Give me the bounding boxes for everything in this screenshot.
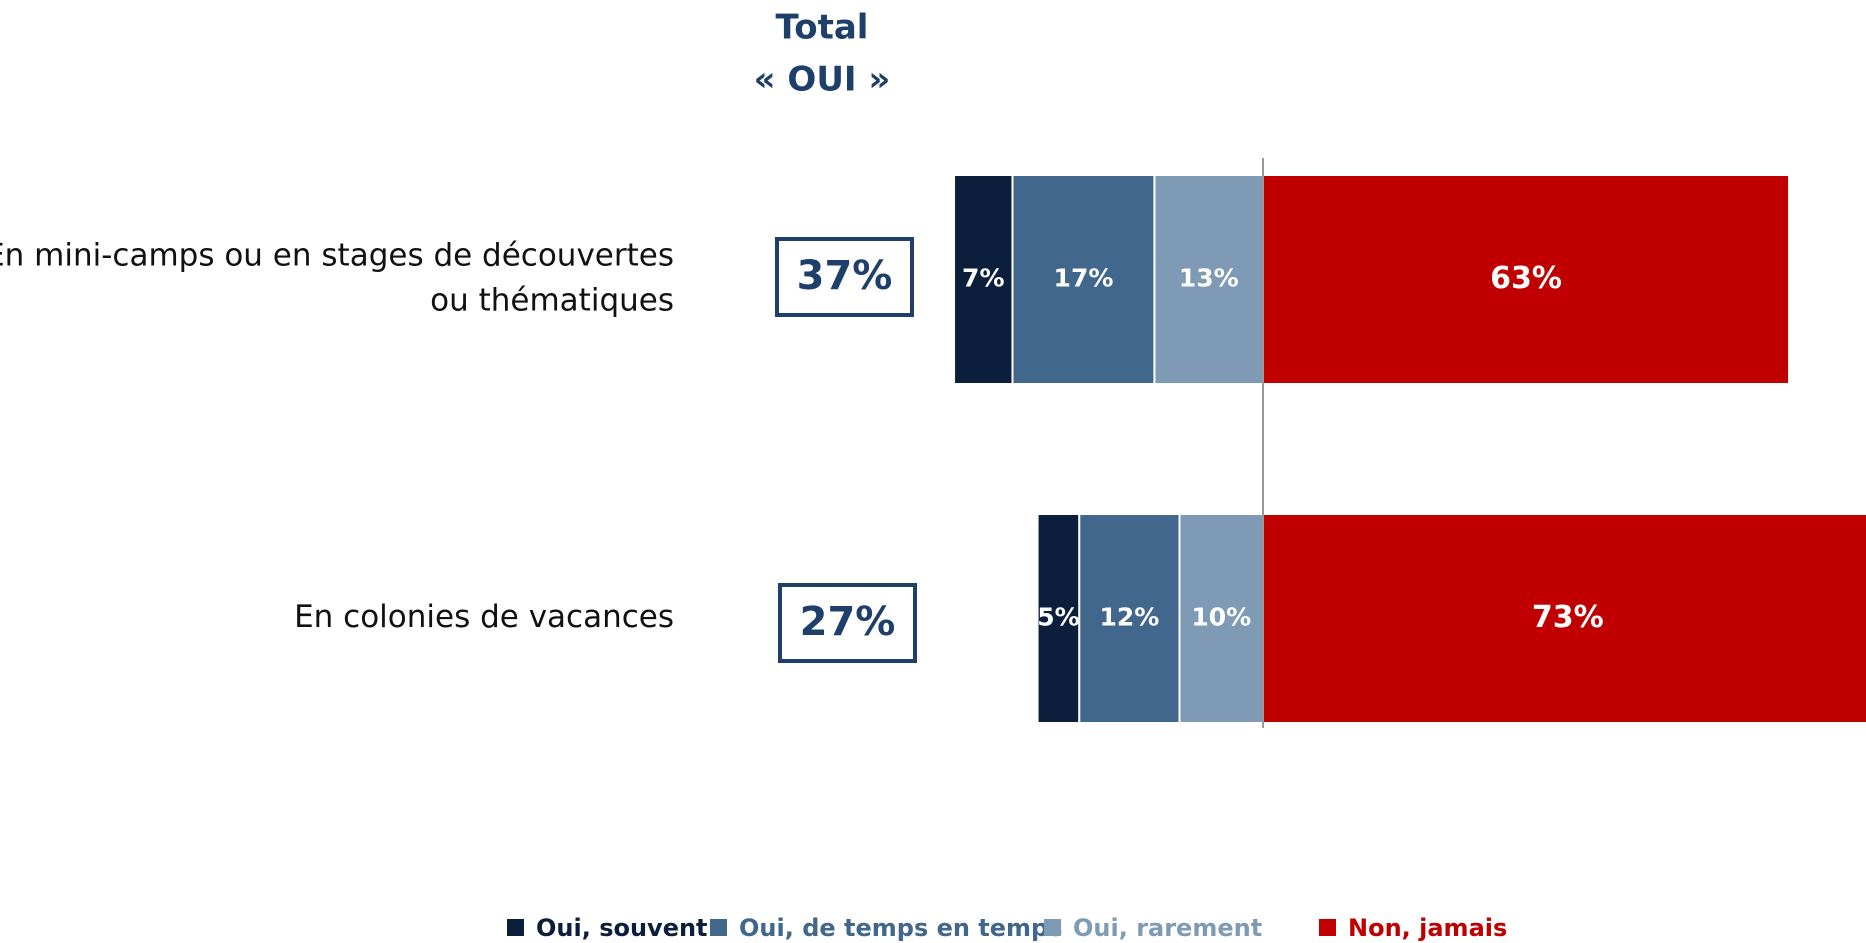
legend-swatch xyxy=(710,919,727,936)
value-label: 5% xyxy=(1037,603,1079,632)
category-label: En colonies de vacances xyxy=(294,599,674,635)
header-line: Total xyxy=(776,8,869,48)
value-label: 73% xyxy=(1532,600,1604,635)
value-label: 63% xyxy=(1490,261,1562,296)
bar-segment xyxy=(1078,513,1181,724)
legend-label: Oui, rarement xyxy=(1073,914,1262,942)
bar-segment xyxy=(953,174,1014,385)
category-label: ou thématiques xyxy=(430,283,674,319)
legend-label: Oui, souvent xyxy=(536,914,708,942)
value-label: 7% xyxy=(962,264,1004,293)
category-label: En mini-camps ou en stages de découverte… xyxy=(0,238,674,274)
legend-swatch xyxy=(1044,919,1061,936)
total-label: 37% xyxy=(797,253,893,299)
total-box xyxy=(778,583,917,663)
value-label: 12% xyxy=(1099,603,1159,632)
legend-swatch xyxy=(1319,919,1336,936)
value-label: 13% xyxy=(1179,264,1239,293)
value-label: 17% xyxy=(1054,264,1114,293)
bar-segment xyxy=(1262,513,1866,724)
legend-label: Oui, de temps en temps xyxy=(739,914,1063,942)
bar-segment xyxy=(1036,513,1081,724)
value-label: 10% xyxy=(1191,603,1251,632)
bar-segment xyxy=(1178,513,1264,724)
legend-label: Non, jamais xyxy=(1348,914,1507,942)
header-line: « OUI » xyxy=(754,60,891,100)
legend-swatch xyxy=(507,919,524,936)
total-label: 27% xyxy=(800,599,896,645)
bar-segment xyxy=(1011,174,1156,385)
total-box xyxy=(775,237,914,317)
